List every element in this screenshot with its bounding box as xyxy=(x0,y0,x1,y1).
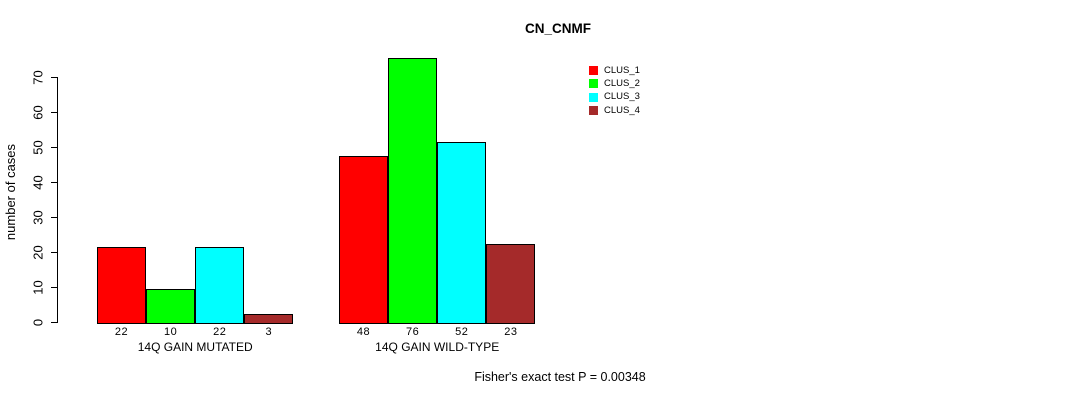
bar-clus_3-2 xyxy=(437,142,487,324)
y-tick-label: 40 xyxy=(30,175,46,190)
bar-clus_4-1 xyxy=(244,313,294,324)
y-tick-label: 70 xyxy=(30,70,46,85)
bar-value-label: 23 xyxy=(504,325,518,338)
y-tick-label: 20 xyxy=(30,245,46,260)
y-axis-title: number of cases xyxy=(3,143,18,241)
bar-clus_2-1 xyxy=(146,289,196,324)
bar-clus_3-1 xyxy=(195,247,245,324)
group-label: 14Q GAIN MUTATED xyxy=(137,340,253,354)
y-tick-mark xyxy=(51,287,58,288)
legend-label-clus_2: CLUS_2 xyxy=(604,77,640,89)
y-tick-mark xyxy=(51,77,58,78)
y-tick-mark xyxy=(51,252,58,253)
y-tick-label: 0 xyxy=(30,318,46,327)
y-tick-mark xyxy=(51,147,58,148)
y-tick-mark xyxy=(51,217,58,218)
group-label: 14Q GAIN WILD-TYPE xyxy=(375,340,500,354)
annotation-text: Fisher's exact test P = 0.00348 xyxy=(474,370,646,384)
y-axis-line xyxy=(57,78,58,323)
legend-label-clus_4: CLUS_4 xyxy=(604,104,640,116)
legend-swatch-clus_4 xyxy=(589,106,598,116)
bar-value-label: 52 xyxy=(455,325,469,338)
y-tick-label: 60 xyxy=(30,105,46,120)
legend-swatch-clus_2 xyxy=(589,79,598,89)
chart-title: CN_CNMF xyxy=(525,21,591,36)
bar-value-label: 3 xyxy=(265,325,273,338)
y-tick-mark xyxy=(51,182,58,183)
bar-value-label: 22 xyxy=(213,325,227,338)
bar-value-label: 22 xyxy=(114,325,129,338)
y-tick-mark xyxy=(51,112,58,113)
bar-clus_2-2 xyxy=(388,58,438,324)
y-tick-label: 50 xyxy=(30,140,46,155)
legend-swatch-clus_3 xyxy=(589,92,598,102)
y-tick-label: 10 xyxy=(30,280,46,295)
y-tick-label: 30 xyxy=(30,210,46,225)
legend-swatch-clus_1 xyxy=(589,66,598,75)
y-tick-mark xyxy=(51,322,58,323)
bar-clus_4-2 xyxy=(486,243,536,324)
bar-value-label: 48 xyxy=(356,325,371,338)
bar-clus_1-1 xyxy=(97,247,147,324)
bar-value-label: 76 xyxy=(406,325,420,338)
bar-clus_1-2 xyxy=(339,156,389,324)
legend-label-clus_3: CLUS_3 xyxy=(604,91,640,103)
legend-label-clus_1: CLUS_1 xyxy=(604,64,640,76)
bar-value-label: 10 xyxy=(164,325,178,338)
